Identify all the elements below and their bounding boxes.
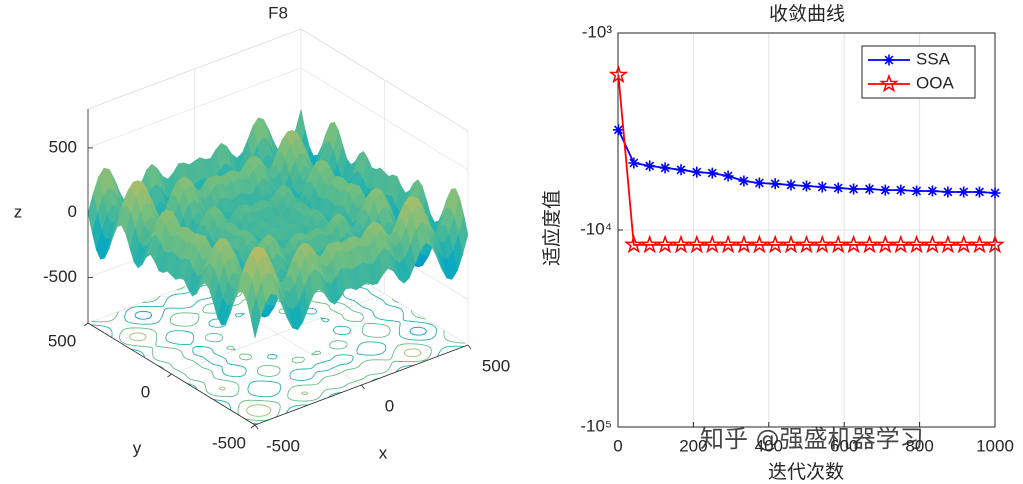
- surface-chart: -500 0 500 -500 0 500 -500 0 500: [43, 28, 510, 455]
- watermark: 知乎 @强盛机器学习: [700, 425, 924, 453]
- marker: [738, 175, 750, 187]
- x-tick-label: 1000: [976, 436, 1014, 455]
- tick-mark: [167, 373, 172, 378]
- x-tick-label: 400: [755, 436, 783, 455]
- marker: [624, 234, 644, 254]
- grid-line: [171, 80, 385, 375]
- x-tick-label: 500: [482, 356, 510, 375]
- y-tick-label: -10³: [582, 22, 613, 41]
- marker: [801, 180, 812, 192]
- contour-line: [129, 332, 422, 417]
- axis-line: [254, 344, 469, 426]
- y-tick-label: -500: [212, 433, 246, 452]
- marker: [612, 124, 624, 136]
- marker: [718, 234, 738, 254]
- marker: [832, 182, 844, 194]
- legend-label: SSA: [916, 49, 951, 68]
- y-tick-label: 0: [141, 382, 150, 401]
- y-axis-label: 适应度值: [541, 190, 563, 266]
- marker: [781, 234, 801, 254]
- marker: [796, 234, 817, 254]
- z-tick-label: 500: [49, 137, 77, 156]
- tick-mark: [467, 344, 472, 350]
- x-axis-label: x: [379, 443, 388, 462]
- marker: [938, 234, 958, 254]
- marker: [749, 234, 770, 254]
- marker: [942, 186, 954, 198]
- line-chart: 0 200 400 600 800 1000 -10³ -10⁴ -10⁵ SSA OOA 知乎 @强…: [580, 22, 1014, 455]
- marker: [769, 178, 781, 190]
- marker: [687, 234, 707, 254]
- x-tick-label: -500: [266, 436, 300, 455]
- chart-title: F8: [268, 3, 288, 22]
- axis-line: [87, 322, 256, 426]
- marker: [671, 234, 691, 254]
- marker: [926, 185, 938, 197]
- legend-marker: [879, 73, 899, 93]
- marker: [890, 234, 911, 254]
- marker: [722, 170, 734, 182]
- x-tick-label: 600: [830, 436, 858, 455]
- tick-mark: [361, 384, 365, 390]
- series-line: [617, 74, 995, 246]
- marker: [985, 234, 1005, 254]
- x-tick-label: 0: [613, 436, 622, 455]
- axes-box: [617, 32, 996, 428]
- marker: [828, 234, 848, 254]
- marker: [906, 234, 927, 254]
- marker: [848, 183, 860, 195]
- marker: [953, 234, 974, 254]
- marker: [922, 234, 943, 254]
- y-tick-label: -10⁴: [580, 219, 612, 238]
- marker: [875, 234, 896, 254]
- marker: [969, 234, 990, 254]
- x-axis-label: 迭代次数: [768, 461, 844, 483]
- marker: [628, 157, 640, 169]
- marker: [734, 234, 754, 254]
- tick-mark: [250, 424, 256, 429]
- z-axis-label: z: [14, 202, 23, 221]
- marker: [644, 160, 656, 172]
- marker: [608, 64, 629, 84]
- marker: [765, 234, 785, 254]
- surface: [87, 109, 469, 339]
- chart-title: 收敛曲线: [769, 3, 845, 25]
- marker: [879, 184, 891, 196]
- tick-mark: [254, 424, 259, 430]
- marker: [675, 164, 687, 176]
- legend-box: [861, 45, 976, 99]
- marker: [691, 166, 703, 178]
- z-tick-label: -500: [43, 267, 77, 286]
- marker: [859, 234, 880, 254]
- marker: [843, 234, 864, 254]
- legend-marker: [883, 54, 895, 66]
- x-tick-label: 0: [385, 396, 394, 415]
- marker: [974, 186, 985, 198]
- marker: [785, 179, 797, 191]
- marker: [702, 234, 723, 254]
- y-tick-label: 500: [48, 331, 76, 350]
- marker: [864, 183, 875, 195]
- legend-label: OOA: [916, 73, 954, 92]
- marker: [639, 234, 660, 254]
- surface-patch: [250, 298, 261, 339]
- marker: [659, 162, 671, 174]
- marker: [753, 177, 765, 189]
- marker: [655, 234, 675, 254]
- marker: [958, 186, 970, 198]
- marker: [895, 184, 907, 196]
- marker: [989, 187, 1001, 199]
- x-tick-label: 800: [905, 436, 933, 455]
- marker: [911, 185, 923, 197]
- marker: [812, 234, 833, 254]
- tick-mark: [83, 322, 89, 327]
- x-tick-label: 200: [679, 436, 707, 455]
- marker: [706, 167, 718, 179]
- y-tick-label: -10⁵: [580, 416, 612, 435]
- marker: [816, 181, 828, 193]
- z-tick-label: 0: [68, 202, 77, 221]
- y-axis-label: y: [133, 438, 142, 457]
